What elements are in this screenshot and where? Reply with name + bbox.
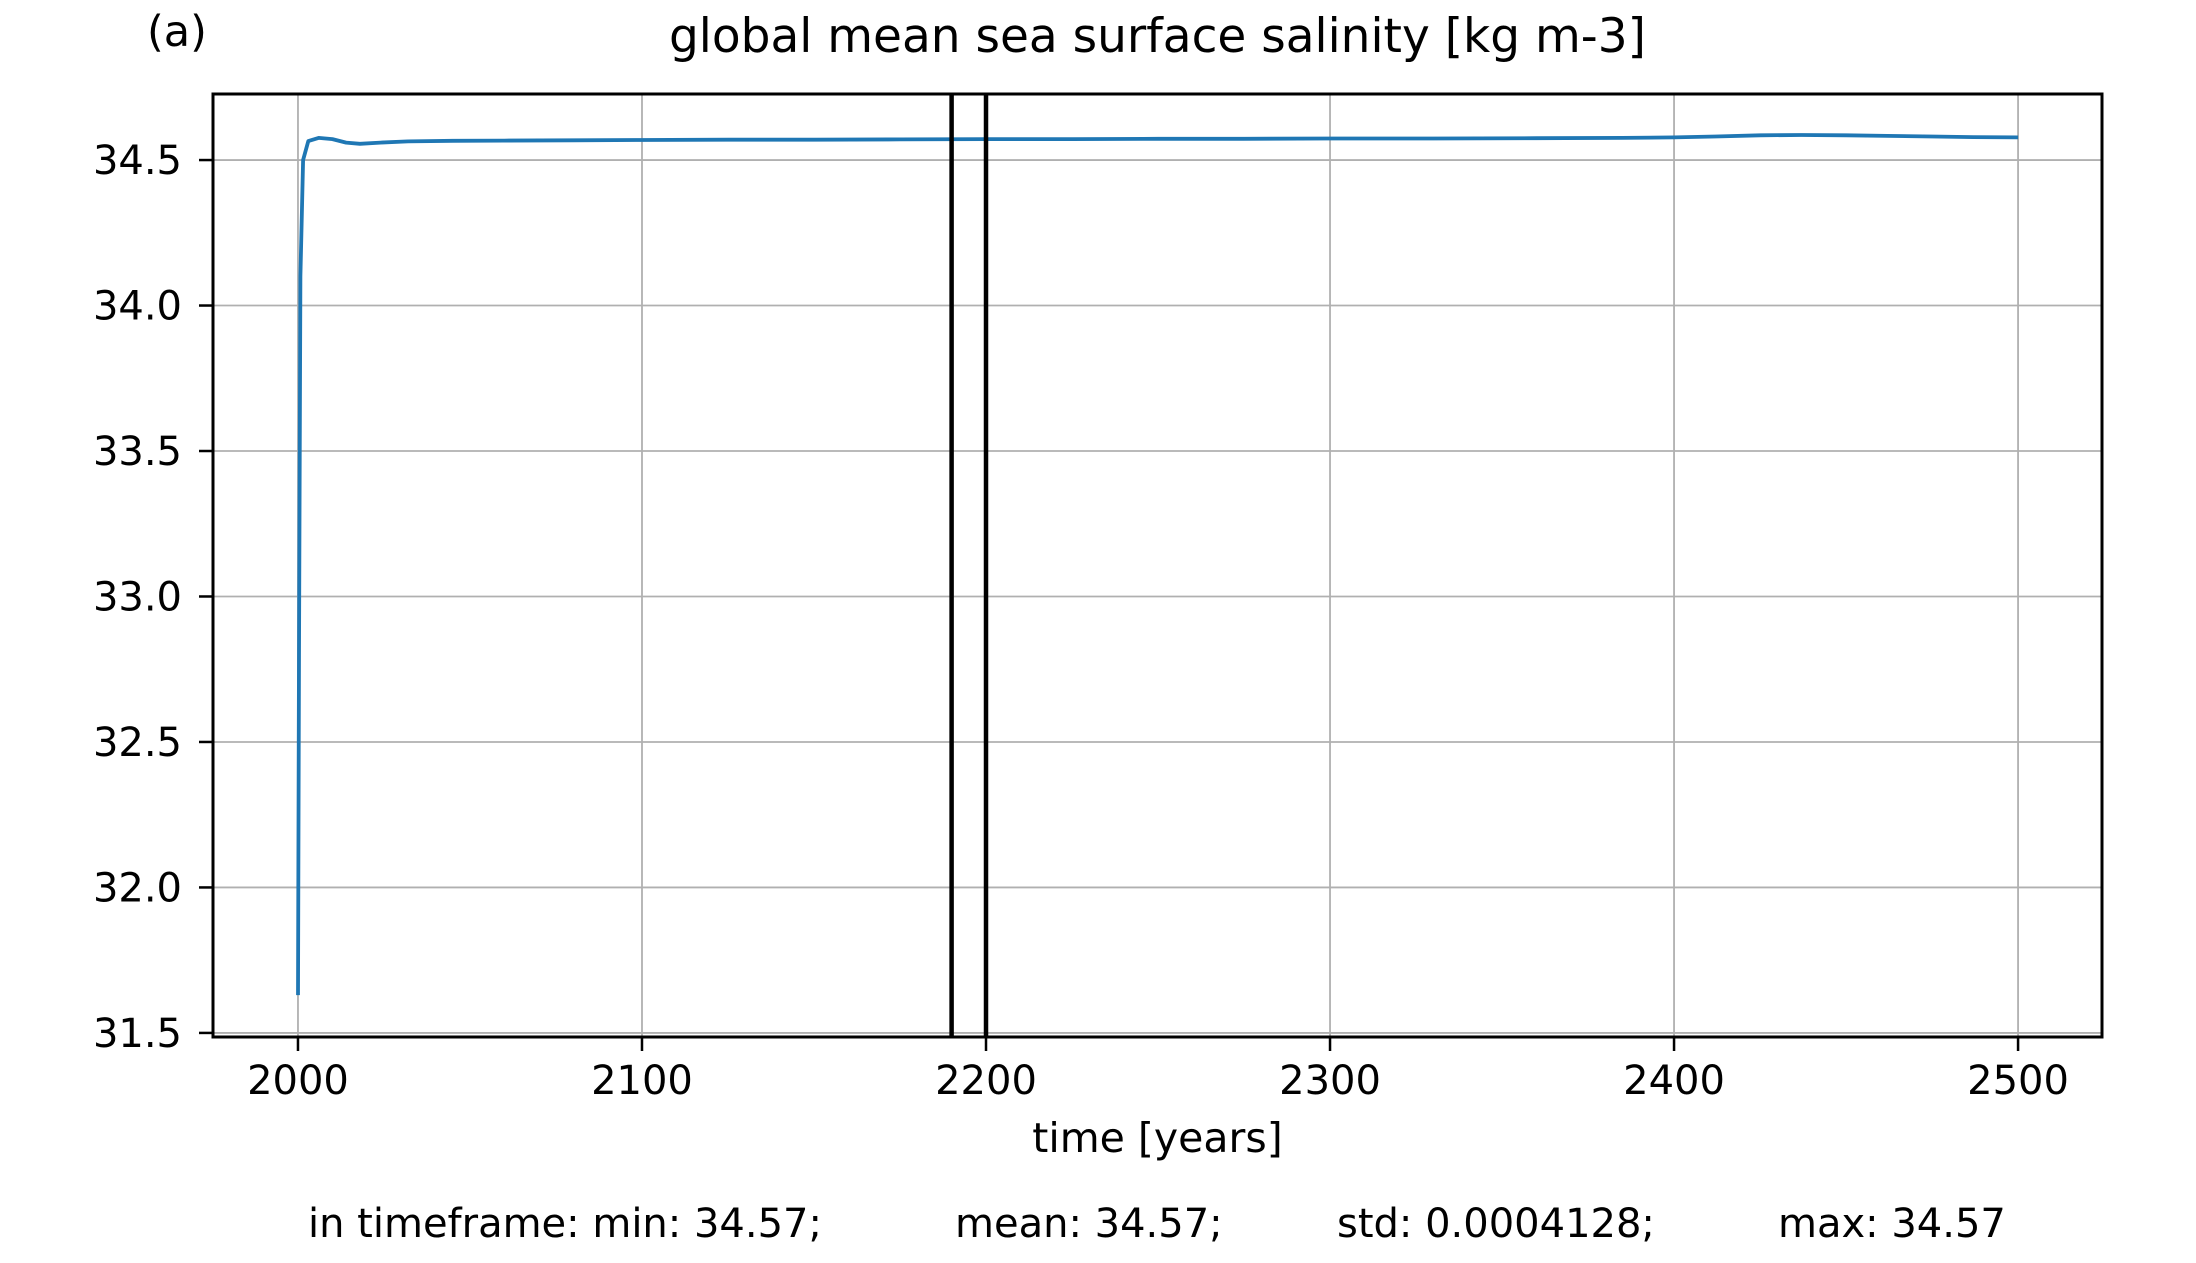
y-tick-label: 31.5 [93, 1011, 182, 1057]
y-tick-label: 32.5 [93, 720, 182, 766]
stat-max: max: 34.57 [1778, 1201, 2006, 1247]
x-tick-label: 2400 [1623, 1058, 1725, 1104]
x-axis-label: time [years] [1032, 1114, 1283, 1162]
salinity-series-line [296, 133, 2019, 996]
x-tick-label: 2500 [1967, 1058, 2069, 1104]
x-tick-label: 2100 [591, 1058, 693, 1104]
y-tick-label: 32.0 [93, 865, 182, 911]
panel-label: (a) [147, 7, 207, 57]
x-tick-label: 2200 [935, 1058, 1037, 1104]
stat-mean: mean: 34.57; [955, 1201, 1223, 1247]
y-tick-label: 33.5 [93, 429, 182, 475]
stat-min: in timeframe: min: 34.57; [308, 1201, 822, 1247]
x-tick-label: 2000 [247, 1058, 349, 1104]
y-tick-label: 34.5 [93, 138, 182, 184]
y-tick-label: 34.0 [93, 284, 182, 330]
stat-std: std: 0.0004128; [1337, 1201, 1655, 1247]
axes-frame [211, 92, 2104, 1039]
chart-title: global mean sea surface salinity [kg m-3… [668, 9, 1647, 64]
y-tick-label: 33.0 [93, 574, 182, 620]
x-tick-label: 2300 [1279, 1058, 1381, 1104]
